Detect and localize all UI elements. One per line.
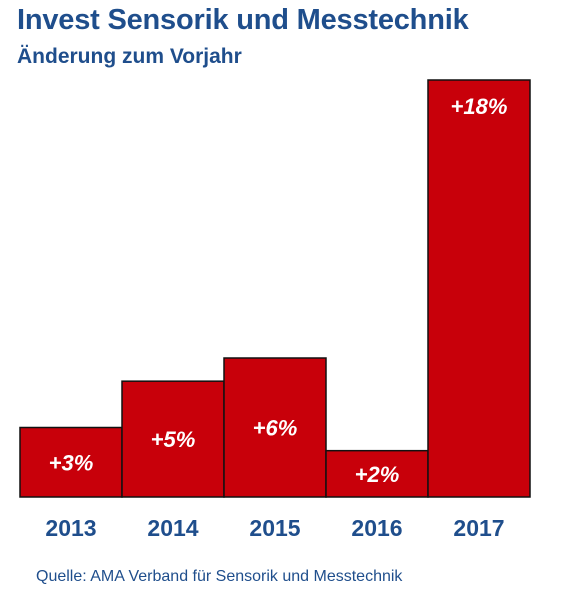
- data-label-2016: +2%: [355, 462, 400, 487]
- data-label-2017: +18%: [451, 94, 508, 119]
- chart-subtitle: Änderung zum Vorjahr: [17, 45, 242, 68]
- data-label-2014: +5%: [151, 427, 196, 452]
- x-tick-label-2015: 2015: [249, 515, 300, 541]
- bar-2016: [325, 449, 429, 498]
- bar-2013: [19, 426, 123, 498]
- data-label-2015: +6%: [253, 416, 298, 441]
- x-tick-label-2014: 2014: [147, 515, 198, 541]
- source-note: Quelle: AMA Verband für Sensorik und Mes…: [36, 568, 403, 585]
- x-tick-label-2017: 2017: [453, 515, 504, 541]
- x-tick-label-2016: 2016: [351, 515, 402, 541]
- bar-2017: [427, 79, 531, 498]
- x-tick-label-2013: 2013: [45, 515, 96, 541]
- data-label-2013: +3%: [49, 450, 94, 475]
- bar-2015: [223, 357, 327, 498]
- chart-title: Invest Sensorik und Messtechnik: [17, 4, 469, 36]
